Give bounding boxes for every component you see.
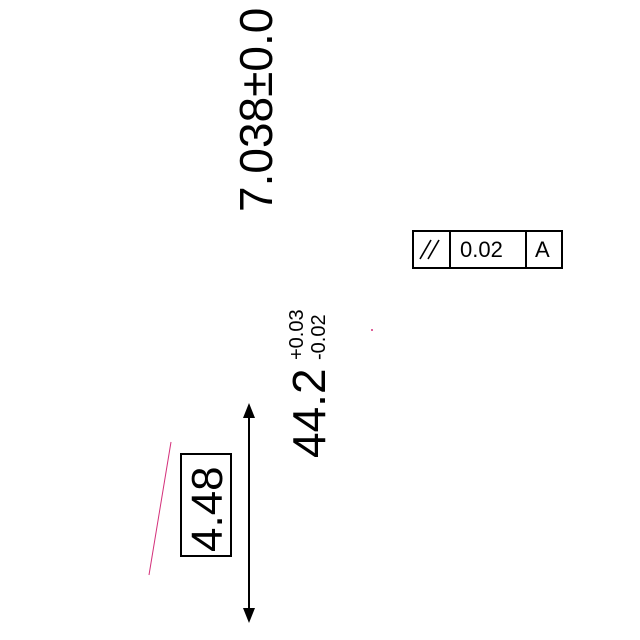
fcf-tolerance: 0.02 (460, 237, 503, 262)
lower-tolerance: -0.02 (308, 314, 330, 360)
dimension-arrow (243, 403, 255, 623)
stray-dot (371, 329, 373, 331)
dimension-44-2: 44.2 +0.03 -0.02 (283, 309, 335, 458)
feature-control-frame: 0.02 A (412, 230, 563, 269)
nominal-value: 44.2 (283, 368, 335, 458)
upper-tolerance: +0.03 (286, 309, 308, 360)
construction-line (148, 441, 172, 576)
dimension-7-038: 7.038±0.0 (230, 8, 282, 212)
basic-dimension-value: 4.48 (183, 466, 232, 552)
basic-dimension: 4.48 (180, 453, 232, 557)
fcf-datum: A (535, 237, 550, 262)
parallelism-icon (419, 239, 440, 260)
